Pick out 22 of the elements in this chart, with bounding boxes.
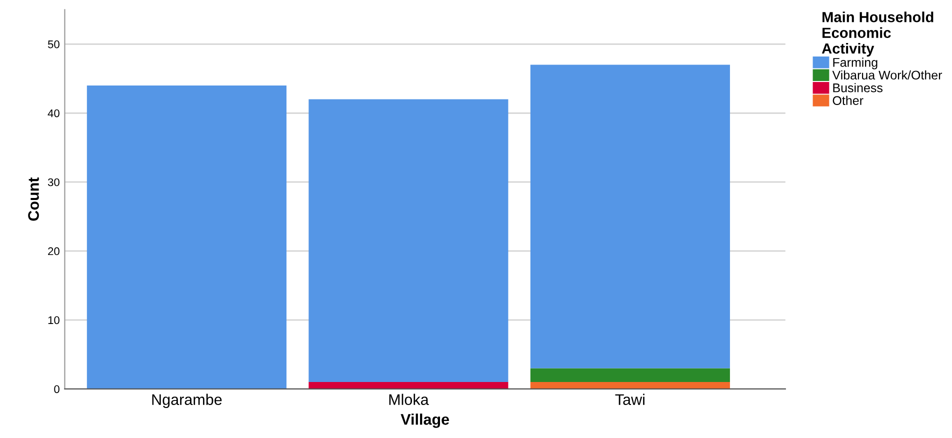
bar xyxy=(530,368,730,382)
y-tick-label: 10 xyxy=(48,316,60,324)
legend-label: Farming xyxy=(833,58,878,70)
legend-label: Other xyxy=(832,96,864,105)
x-axis-title: Village xyxy=(400,414,450,428)
x-tick-label: Mloka xyxy=(389,394,429,406)
y-tick-label: 50 xyxy=(48,40,60,48)
y-tick-label: 0 xyxy=(54,385,60,394)
legend-label: Business xyxy=(833,83,882,92)
bar xyxy=(308,99,508,382)
bar xyxy=(530,64,730,368)
legend-label: Vibarua Work/Other xyxy=(832,70,942,80)
y-tick-label: 40 xyxy=(48,109,60,118)
y-tick-label: 30 xyxy=(48,178,60,186)
x-tick-label: Tawi xyxy=(615,394,644,406)
bar xyxy=(308,382,508,389)
y-tick-label: 20 xyxy=(48,247,60,256)
legend-title: Main Household Economic Activity xyxy=(822,12,934,57)
x-tick-label: Ngarambe xyxy=(152,394,222,408)
bar xyxy=(86,86,286,389)
bar xyxy=(530,382,730,389)
y-axis-title: Count xyxy=(28,177,39,221)
